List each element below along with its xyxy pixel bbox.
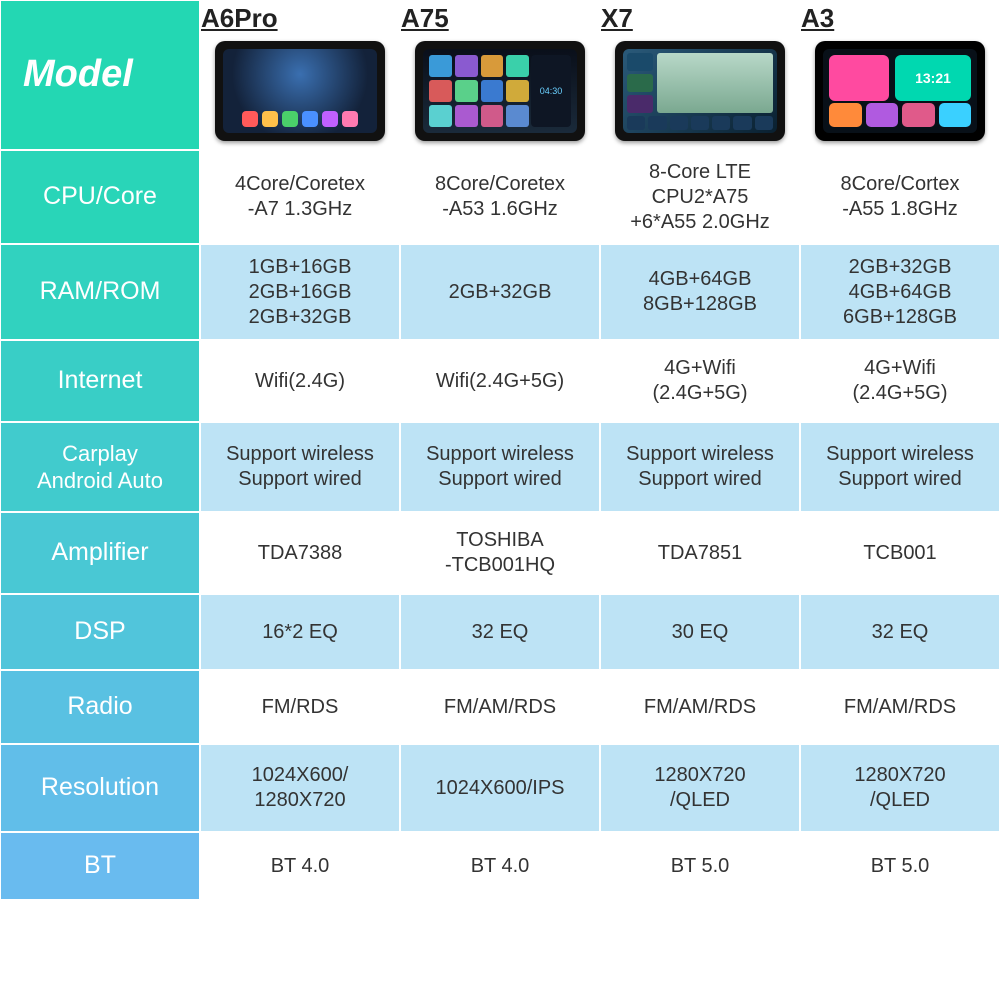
device-image: 04:30 bbox=[401, 33, 599, 149]
cell-internet: 4G+Wifi (2.4G+5G) bbox=[600, 340, 800, 422]
product-column-header: A6Pro bbox=[200, 0, 400, 150]
cell-cpu: 8Core/Cortex -A55 1.8GHz bbox=[800, 150, 1000, 244]
cell-bt: BT 5.0 bbox=[800, 832, 1000, 900]
row-header-res: Resolution bbox=[0, 744, 200, 832]
cell-bt: BT 4.0 bbox=[400, 832, 600, 900]
cell-dsp: 16*2 EQ bbox=[200, 594, 400, 670]
product-column-header: X7 bbox=[600, 0, 800, 150]
cell-carplay: Support wireless Support wired bbox=[800, 422, 1000, 512]
row-header-carplay: Carplay Android Auto bbox=[0, 422, 200, 512]
product-name: A6Pro bbox=[201, 1, 399, 33]
row-header-ram: RAM/ROM bbox=[0, 244, 200, 340]
cell-cpu: 4Core/Coretex -A7 1.3GHz bbox=[200, 150, 400, 244]
device-image: 13:21 bbox=[801, 33, 999, 149]
cell-dsp: 30 EQ bbox=[600, 594, 800, 670]
cell-cpu: 8Core/Coretex -A53 1.6GHz bbox=[400, 150, 600, 244]
cell-ram: 2GB+32GB bbox=[400, 244, 600, 340]
cell-res: 1280X720 /QLED bbox=[600, 744, 800, 832]
cell-amp: TDA7388 bbox=[200, 512, 400, 594]
cell-amp: TOSHIBA -TCB001HQ bbox=[400, 512, 600, 594]
cell-res: 1024X600/ 1280X720 bbox=[200, 744, 400, 832]
cell-radio: FM/AM/RDS bbox=[400, 670, 600, 744]
cell-bt: BT 5.0 bbox=[600, 832, 800, 900]
row-header-model: Model bbox=[0, 0, 200, 150]
cell-carplay: Support wireless Support wired bbox=[400, 422, 600, 512]
cell-amp: TDA7851 bbox=[600, 512, 800, 594]
device-image bbox=[601, 33, 799, 149]
cell-radio: FM/AM/RDS bbox=[600, 670, 800, 744]
cell-ram: 2GB+32GB 4GB+64GB 6GB+128GB bbox=[800, 244, 1000, 340]
product-name: A3 bbox=[801, 1, 999, 33]
cell-ram: 1GB+16GB 2GB+16GB 2GB+32GB bbox=[200, 244, 400, 340]
row-header-radio: Radio bbox=[0, 670, 200, 744]
cell-internet: 4G+Wifi (2.4G+5G) bbox=[800, 340, 1000, 422]
device-image bbox=[201, 33, 399, 149]
row-header-cpu: CPU/Core bbox=[0, 150, 200, 244]
cell-res: 1280X720 /QLED bbox=[800, 744, 1000, 832]
row-header-internet: Internet bbox=[0, 340, 200, 422]
cell-radio: FM/AM/RDS bbox=[800, 670, 1000, 744]
cell-radio: FM/RDS bbox=[200, 670, 400, 744]
comparison-table: ModelA6ProA7504:30X7A313:21 CPU/Core4Core… bbox=[0, 0, 1000, 900]
cell-ram: 4GB+64GB 8GB+128GB bbox=[600, 244, 800, 340]
product-column-header: A313:21 bbox=[800, 0, 1000, 150]
cell-internet: Wifi(2.4G+5G) bbox=[400, 340, 600, 422]
cell-internet: Wifi(2.4G) bbox=[200, 340, 400, 422]
row-header-bt: BT bbox=[0, 832, 200, 900]
cell-carplay: Support wireless Support wired bbox=[200, 422, 400, 512]
row-header-dsp: DSP bbox=[0, 594, 200, 670]
row-header-amp: Amplifier bbox=[0, 512, 200, 594]
product-column-header: A7504:30 bbox=[400, 0, 600, 150]
cell-dsp: 32 EQ bbox=[400, 594, 600, 670]
cell-cpu: 8-Core LTE CPU2*A75 +6*A55 2.0GHz bbox=[600, 150, 800, 244]
product-name: A75 bbox=[401, 1, 599, 33]
cell-res: 1024X600/IPS bbox=[400, 744, 600, 832]
cell-bt: BT 4.0 bbox=[200, 832, 400, 900]
cell-amp: TCB001 bbox=[800, 512, 1000, 594]
cell-dsp: 32 EQ bbox=[800, 594, 1000, 670]
product-name: X7 bbox=[601, 1, 799, 33]
cell-carplay: Support wireless Support wired bbox=[600, 422, 800, 512]
